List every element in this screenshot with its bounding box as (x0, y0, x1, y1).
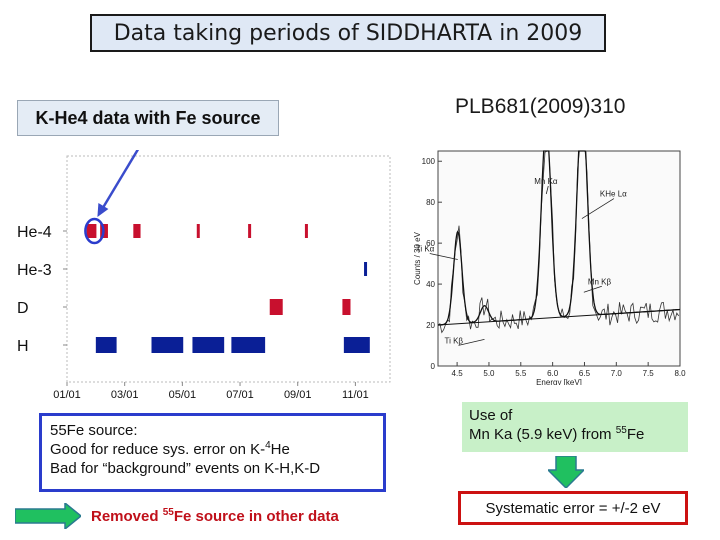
row-label-d: D (17, 300, 29, 317)
removed-source-text: Removed 55Fe source in other data (91, 507, 339, 526)
x-tick-label: 6.0 (547, 369, 559, 378)
page-title: Data taking periods of SIDDHARTA in 2009 (90, 14, 606, 52)
y-tick-label: 100 (422, 157, 436, 166)
peak-label-pointer (581, 198, 615, 219)
mn-note-line-2-text: Mn Ka (5.9 keV) from (469, 426, 616, 443)
energy-spectrum-chart: 0 20 40 60 80 100 4.5 5.0 5.5 6.0 6.5 7.0 7.5 8.0 Ener… (413, 150, 686, 385)
x-tick-label: 4.5 (452, 369, 464, 378)
removed-superscript: 55 (162, 507, 174, 518)
y-tick-label: 80 (426, 198, 435, 207)
y-tick-label: 40 (426, 280, 435, 289)
period-bar-d (342, 299, 351, 315)
row-label-he-4: He-4 (17, 224, 52, 241)
right-arrow-icon (15, 503, 81, 529)
chart-section-label: K-He4 data with Fe source (17, 100, 279, 136)
row-label-h: H (17, 338, 29, 355)
peak-label-pointer (545, 185, 549, 195)
x-tick-label: 8.0 (674, 369, 686, 378)
note-line-1: 55Fe source: (50, 422, 138, 439)
period-bar-h (343, 337, 370, 353)
period-bar-he-3 (364, 262, 368, 276)
x-axis-label: Energy [keV] (536, 378, 582, 385)
mn-note-line-1: Use of (469, 407, 513, 424)
spectrum-background-line (437, 308, 681, 326)
period-bar-d (269, 299, 283, 315)
x-tick-label: 03/01 (111, 389, 139, 400)
period-bar-he-4 (248, 224, 252, 238)
y-axis-label: Counts / 30 eV (413, 231, 422, 285)
period-bar-h (231, 337, 266, 353)
mn-note-superscript: 55 (615, 425, 627, 436)
x-tick-label: 5.5 (515, 369, 527, 378)
peak-label: Ti Kβ (444, 336, 463, 345)
peak-label: Mn Kα (534, 177, 558, 186)
x-tick-label: 11/01 (342, 389, 369, 400)
x-tick-label: 5.0 (483, 369, 495, 378)
x-tick-label: 07/01 (226, 389, 254, 400)
period-bar-he-4 (196, 224, 200, 238)
row-label-he-3: He-3 (17, 262, 52, 279)
fe-source-note: 55Fe source: Good for reduce sys. error … (39, 413, 386, 492)
period-bar-he-4 (304, 224, 308, 238)
x-tick-label: 05/01 (169, 389, 197, 400)
peak-label-pointer (458, 338, 485, 346)
highlight-circle (84, 217, 105, 245)
removed-text-prefix: Removed (91, 508, 163, 525)
peak-label-pointer (429, 253, 458, 260)
mn-note-suffix: Fe (626, 426, 645, 443)
mn-note-line-2: Mn Ka (5.9 keV) from 55Fe (469, 425, 681, 444)
y-tick-label: 20 (426, 321, 435, 330)
peak-label: KHe Lα (600, 190, 627, 199)
pointer-arrow-line (102, 150, 140, 208)
x-tick-label: 09/01 (284, 389, 312, 400)
systematic-error-box: Systematic error = +/-2 eV (458, 491, 688, 525)
down-arrow-icon (548, 456, 584, 488)
reference-citation: PLB681(2009)310 (455, 95, 626, 118)
period-bar-he-4 (133, 224, 141, 238)
x-tick-label: 01/01 (53, 389, 81, 400)
removed-text-suffix: Fe source in other data (173, 508, 339, 525)
note-line-2: Good for reduce sys. error on K-4He (50, 440, 375, 459)
note-line-2-superscript: 4 (265, 440, 271, 451)
period-bar-h (192, 337, 225, 353)
x-tick-label: 7.0 (611, 369, 623, 378)
peak-label-pointer (583, 285, 602, 293)
data-taking-timeline-chart: He-4 He-3 D H 01/01 03/01 05/01 07/01 09/01 11/01 (17, 150, 391, 400)
period-bar-h (95, 337, 117, 353)
spectrum-frame (437, 150, 681, 367)
mn-calibration-note: Use of Mn Ka (5.9 keV) from 55Fe (462, 402, 688, 452)
y-tick-label: 0 (431, 362, 436, 371)
x-tick-label: 7.5 (643, 369, 655, 378)
pointer-arrow-head (97, 203, 109, 217)
note-line-2-suffix: He (270, 441, 290, 458)
y-tick-label: 60 (426, 239, 435, 248)
period-bar-he-4 (86, 224, 97, 238)
note-line-3: Bad for “background” events on K-H,K-D (50, 460, 321, 477)
peak-label: Mn Kβ (588, 277, 612, 286)
period-bar-h (151, 337, 184, 353)
note-line-2-text: Good for reduce sys. error on K- (50, 441, 266, 458)
x-tick-label: 6.5 (579, 369, 591, 378)
peak-label: Ti Kα (416, 245, 435, 254)
